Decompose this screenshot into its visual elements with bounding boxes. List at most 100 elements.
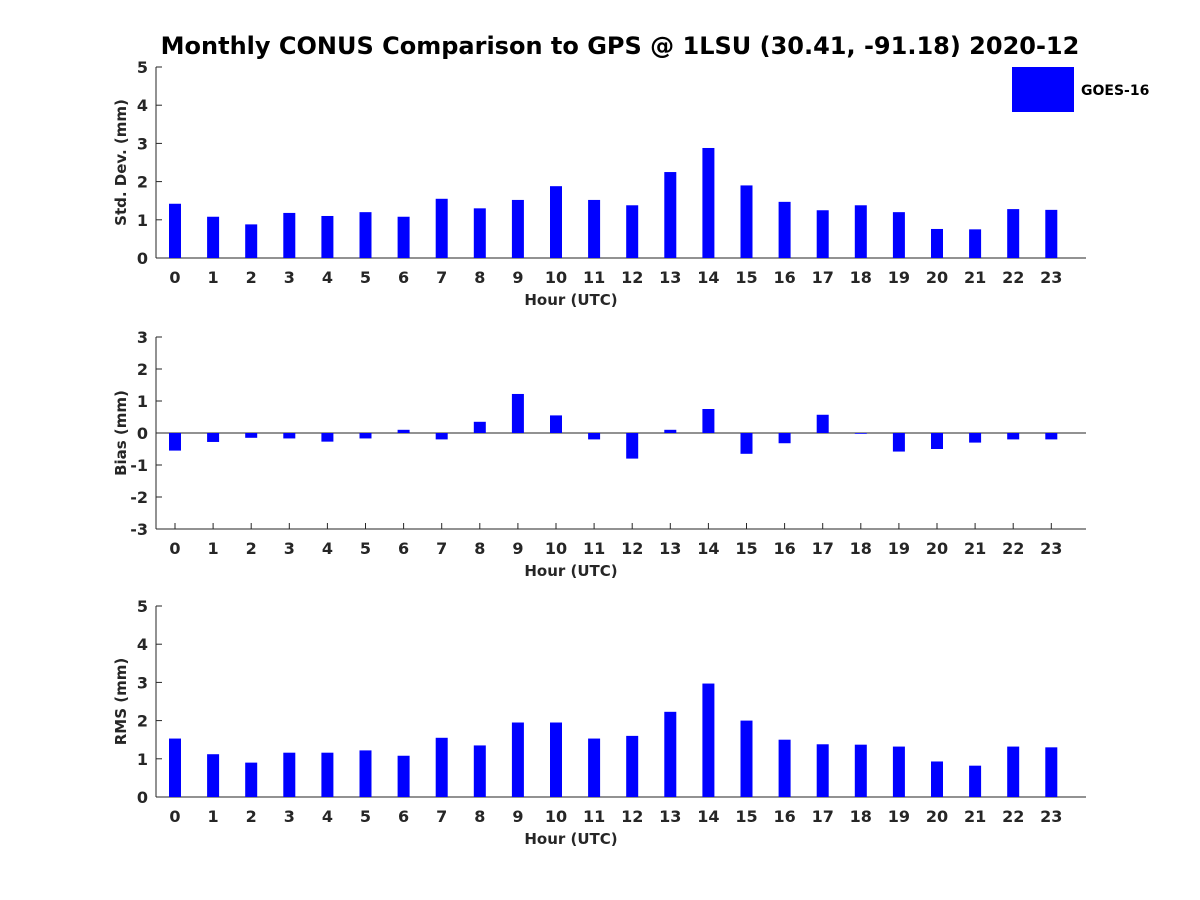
rms-bar-hour-22 (1007, 746, 1020, 797)
std-bar-hour-3 (283, 212, 296, 258)
std-bar-hour-5 (359, 212, 372, 258)
legend: GOES-16 (1012, 67, 1149, 112)
bias-x-tick-label: 23 (1040, 539, 1062, 558)
std-bar-hour-0 (169, 203, 181, 258)
rms-x-tick-label: 6 (398, 807, 409, 826)
bias-x-tick-label: 15 (735, 539, 757, 558)
std-bar-hour-20 (931, 228, 943, 258)
bias-bar-hour-9 (511, 393, 524, 433)
std-x-tick-label: 8 (474, 268, 485, 287)
std-bar-hour-15 (740, 185, 753, 258)
bias-bar-hour-21 (969, 433, 982, 443)
rms-x-tick-label: 2 (246, 807, 257, 826)
bias-x-tick-label: 4 (322, 539, 333, 558)
std-x-tick-label: 16 (773, 268, 795, 287)
rms-bar-hour-19 (892, 746, 905, 797)
rms-bar-hour-16 (778, 739, 791, 797)
rms-x-tick-label: 12 (621, 807, 643, 826)
bias-x-tick-label: 10 (545, 539, 567, 558)
bias-x-tick-label: 0 (169, 539, 180, 558)
rms-y-tick-label: 3 (137, 673, 148, 692)
std-x-tick-label: 7 (436, 268, 447, 287)
std-bar-hour-16 (778, 201, 791, 258)
std-x-tick-label: 13 (659, 268, 681, 287)
bias-bar-hour-1 (207, 433, 220, 442)
rms-x-tick-label: 9 (512, 807, 523, 826)
rms-y-tick-label: 1 (137, 750, 148, 769)
std-bar-hour-13 (664, 172, 677, 258)
rms-bar-hour-1 (207, 754, 220, 797)
rms-x-tick-label: 16 (773, 807, 795, 826)
std-y-tick-label: 2 (137, 173, 148, 192)
rms-bar-hour-10 (550, 722, 562, 797)
bias-x-tick-label: 22 (1002, 539, 1024, 558)
std-bar-hour-11 (588, 199, 601, 258)
std-x-axis-label: Hour (UTC) (524, 291, 617, 309)
bias-x-tick-label: 3 (284, 539, 295, 558)
rms-x-tick-label: 4 (322, 807, 333, 826)
bias-bar-hour-10 (550, 415, 562, 433)
bias-bar-hour-12 (626, 433, 639, 459)
rms-x-tick-label: 8 (474, 807, 485, 826)
bias-x-tick-label: 20 (926, 539, 948, 558)
rms-bar-hour-5 (359, 750, 372, 797)
bias-bar-hour-11 (588, 433, 601, 440)
bias-bar-hour-0 (169, 433, 181, 451)
rms-x-tick-label: 13 (659, 807, 681, 826)
rms-bar-hour-12 (626, 735, 639, 797)
std-y-tick-label: 5 (137, 58, 148, 77)
rms-bar-hour-9 (511, 722, 524, 797)
rms-bar-hour-2 (245, 762, 258, 797)
rms-x-tick-label: 23 (1040, 807, 1062, 826)
bias-x-tick-label: 11 (583, 539, 605, 558)
bias-x-tick-label: 5 (360, 539, 371, 558)
bias-bar-hour-16 (778, 433, 791, 444)
rms-x-tick-label: 20 (926, 807, 948, 826)
bias-bar-hour-20 (931, 433, 943, 449)
std-x-tick-label: 4 (322, 268, 333, 287)
std-bar-hour-4 (321, 215, 334, 258)
bias-y-tick-label: 1 (137, 392, 148, 411)
std-x-tick-label: 19 (888, 268, 910, 287)
rms-x-tick-label: 19 (888, 807, 910, 826)
bias-bar-hour-14 (702, 409, 715, 433)
std-y-tick-label: 1 (137, 211, 148, 230)
rms-bar-hour-0 (169, 738, 181, 797)
std-x-tick-label: 17 (812, 268, 834, 287)
std-y-axis-label: Std. Dev. (mm) (112, 99, 130, 226)
std-bar-hour-21 (969, 229, 982, 258)
bias-bar-hour-22 (1007, 433, 1020, 440)
std-x-tick-label: 22 (1002, 268, 1024, 287)
rms-y-tick-label: 4 (137, 635, 148, 654)
bias-x-tick-label: 7 (436, 539, 447, 558)
rms-bar-hour-7 (435, 737, 448, 797)
bias-x-axis-label: Hour (UTC) (524, 562, 617, 580)
legend-swatch (1012, 67, 1074, 112)
std-x-tick-label: 18 (850, 268, 872, 287)
rms-y-tick-label: 0 (137, 788, 148, 807)
rms-bar-hour-18 (854, 744, 867, 797)
legend-label: GOES-16 (1081, 83, 1149, 99)
std-bar-hour-7 (435, 198, 448, 258)
std-bar-hour-2 (245, 224, 258, 258)
bias-bar-hour-18 (854, 433, 867, 434)
rms-x-tick-label: 14 (697, 807, 719, 826)
rms-x-tick-label: 10 (545, 807, 567, 826)
std-x-tick-label: 6 (398, 268, 409, 287)
std-bar-hour-10 (550, 186, 562, 258)
bias-x-tick-label: 21 (964, 539, 986, 558)
rms-x-tick-label: 21 (964, 807, 986, 826)
bias-bar-hour-8 (473, 421, 486, 433)
std-x-tick-label: 2 (246, 268, 257, 287)
bias-x-tick-label: 8 (474, 539, 485, 558)
bias-bar-hour-4 (321, 433, 334, 442)
bias-y-tick-label: 2 (137, 360, 148, 379)
rms-y-tick-label: 5 (137, 597, 148, 616)
rms-x-tick-label: 11 (583, 807, 605, 826)
bias-bar-hour-23 (1045, 433, 1058, 440)
std-bar-hour-17 (816, 210, 829, 258)
std-x-tick-label: 10 (545, 268, 567, 287)
